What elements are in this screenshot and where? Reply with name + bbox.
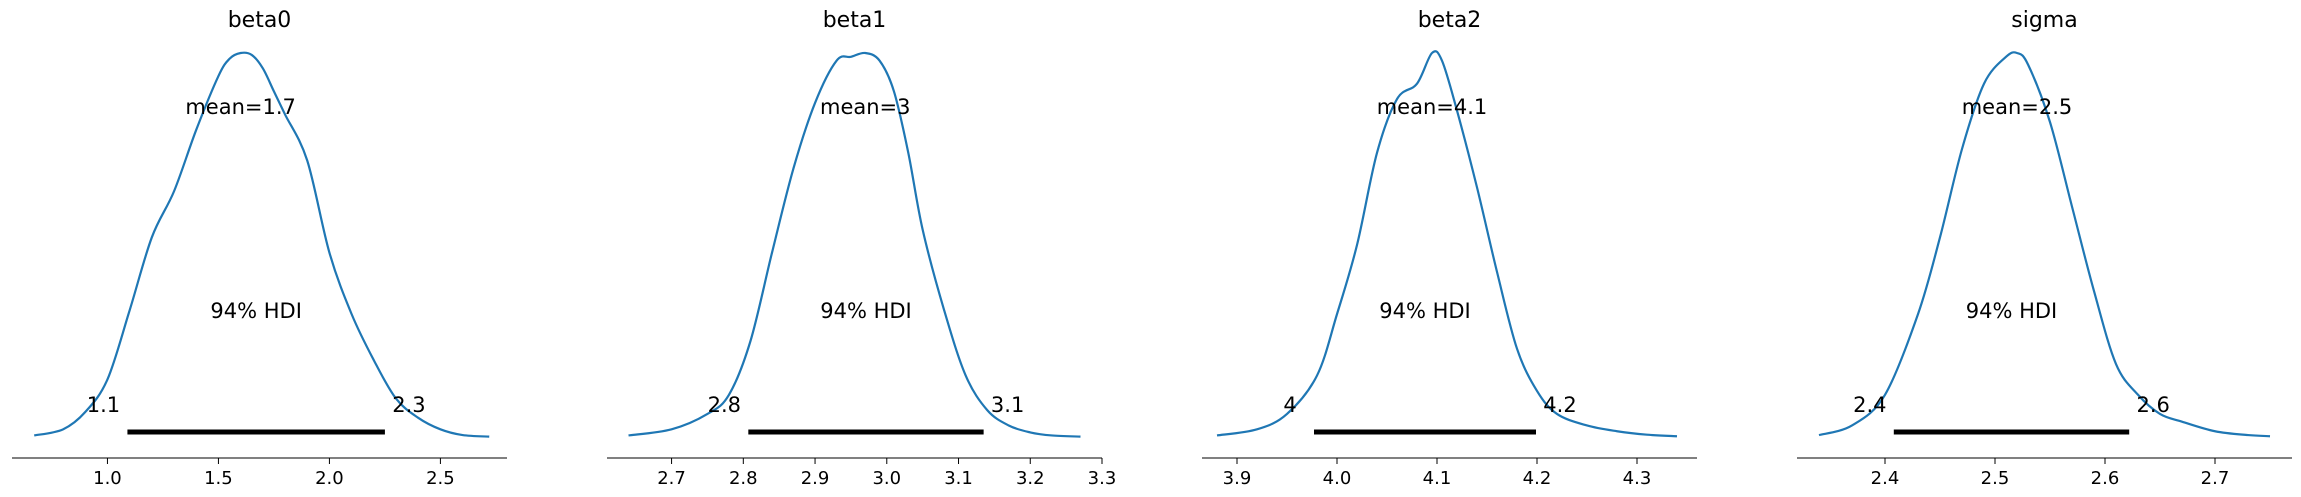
x-tick-label: 2.5 bbox=[426, 468, 455, 489]
hdi-low-label: 1.1 bbox=[87, 393, 120, 417]
x-tick-label: 1.5 bbox=[204, 468, 233, 489]
panel-title: beta1 bbox=[823, 8, 887, 33]
panel-title: beta0 bbox=[228, 8, 292, 33]
mean-label: mean=2.5 bbox=[1962, 95, 2073, 119]
hdi-label: 94% HDI bbox=[1966, 299, 2058, 323]
x-tick-label: 2.8 bbox=[729, 468, 758, 489]
density-curve bbox=[628, 51, 1081, 438]
mean-label: mean=3 bbox=[820, 95, 911, 119]
mean-label: mean=1.7 bbox=[185, 95, 296, 119]
panel-title: sigma bbox=[2011, 8, 2077, 33]
x-tick-label: 2.9 bbox=[801, 468, 830, 489]
x-tick-label: 4.3 bbox=[1623, 468, 1652, 489]
x-tick-label: 2.7 bbox=[2201, 468, 2230, 489]
hdi-low-label: 2.8 bbox=[708, 393, 741, 417]
x-tick-label: 3.1 bbox=[944, 468, 973, 489]
panel-beta1: beta1 2.7 2.8 2.9 3.0 3.1 3.2 3.3 mean=3 94% HDI 2… bbox=[607, 8, 1116, 489]
hdi-high-label: 3.1 bbox=[991, 393, 1024, 417]
x-tick-label: 4.1 bbox=[1423, 468, 1452, 489]
hdi-label: 94% HDI bbox=[1379, 299, 1471, 323]
panel-beta2: beta2 3.9 4.0 4.1 4.2 4.3 mean=4.1 94% HDI 4 4.2 bbox=[1202, 8, 1697, 489]
x-tick-label: 3.3 bbox=[1088, 468, 1117, 489]
hdi-high-label: 2.3 bbox=[392, 393, 425, 417]
x-tick-label: 2.7 bbox=[657, 468, 686, 489]
x-tick-label: 2.6 bbox=[2091, 468, 2120, 489]
mean-label: mean=4.1 bbox=[1377, 95, 1488, 119]
panel-title: beta2 bbox=[1418, 8, 1482, 33]
panel-sigma: sigma 2.4 2.5 2.6 2.7 mean=2.5 94% HDI 2.4 2.6 bbox=[1797, 8, 2292, 489]
hdi-high-label: 4.2 bbox=[1543, 393, 1576, 417]
x-tick-label: 2.4 bbox=[1871, 468, 1900, 489]
panel-beta0: beta0 1.0 1.5 2.0 2.5 mean=1.7 94% HDI 1.1 2.3 bbox=[12, 8, 507, 489]
density-curve bbox=[1216, 50, 1678, 438]
hdi-label: 94% HDI bbox=[820, 299, 912, 323]
density-curve bbox=[33, 51, 490, 438]
hdi-low-label: 4 bbox=[1283, 393, 1296, 417]
x-tick-label: 4.2 bbox=[1523, 468, 1552, 489]
hdi-high-label: 2.6 bbox=[2136, 393, 2169, 417]
hdi-low-label: 2.4 bbox=[1853, 393, 1886, 417]
x-tick-label: 1.0 bbox=[93, 468, 122, 489]
x-tick-label: 3.0 bbox=[872, 468, 901, 489]
x-tick-label: 3.9 bbox=[1223, 468, 1252, 489]
x-tick-label: 3.2 bbox=[1016, 468, 1045, 489]
hdi-label: 94% HDI bbox=[210, 299, 302, 323]
x-tick-label: 2.5 bbox=[1981, 468, 2010, 489]
density-curve bbox=[1818, 51, 2271, 438]
x-tick-label: 4.0 bbox=[1323, 468, 1352, 489]
x-tick-label: 2.0 bbox=[315, 468, 344, 489]
